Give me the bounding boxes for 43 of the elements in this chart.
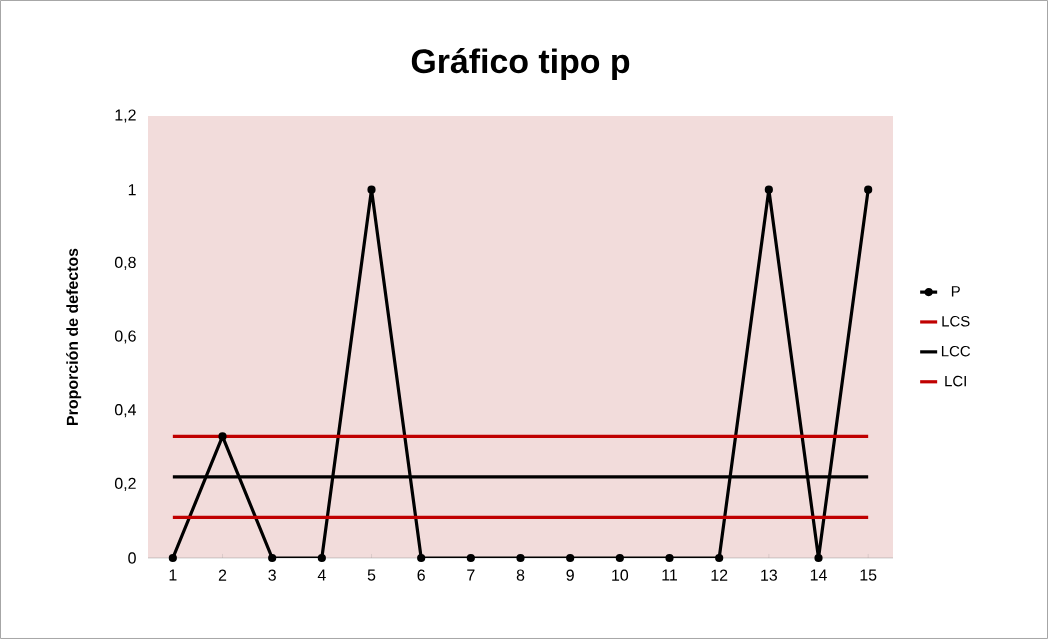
y-tick-label: 0 [128,552,136,564]
y-axis-title: Proporción de defectos [66,248,82,425]
point [516,553,525,563]
legend-label: LCC [941,345,971,357]
x-tick-label: 1 [169,569,177,581]
point [864,185,873,194]
x-tick-label: 8 [516,569,525,581]
point [764,185,773,194]
point [615,553,624,563]
point [466,553,475,563]
x-tick-label: 2 [218,569,227,581]
point [665,553,674,563]
x-tick-label: 10 [612,569,629,581]
x-tick-label: 7 [467,569,475,581]
point [566,553,575,563]
chart-title: Gráfico tipo p [411,48,630,80]
y-tick-label: 0,8 [114,256,136,270]
x-tick-label: 9 [566,569,574,581]
point [218,432,227,441]
point [715,553,724,563]
y-tick-label: 1,2 [115,109,136,123]
y-tick-label: 0,2 [114,477,136,491]
point [814,553,823,563]
y-tick-label: 1 [128,184,136,196]
x-tick-label: 14 [810,569,827,581]
x-tick-label: 3 [268,569,276,581]
y-tick-label: 0,6 [114,330,136,344]
legend-label: LCS [942,315,970,327]
point [367,185,376,194]
point [168,553,177,563]
legend-label: LCI [945,375,966,387]
x-tick-label: 13 [761,569,777,581]
point [417,553,426,563]
y-tick-label: 0,4 [114,404,137,418]
x-tick-label: 11 [662,569,677,581]
x-tick-label: 5 [367,569,376,581]
point [317,553,326,563]
x-tick-label: 4 [317,569,326,581]
x-tick-label: 6 [417,569,425,581]
legend-label: P [951,286,960,297]
point [268,553,277,563]
x-tick-label: 12 [711,569,728,581]
x-tick-label: 15 [860,569,877,581]
